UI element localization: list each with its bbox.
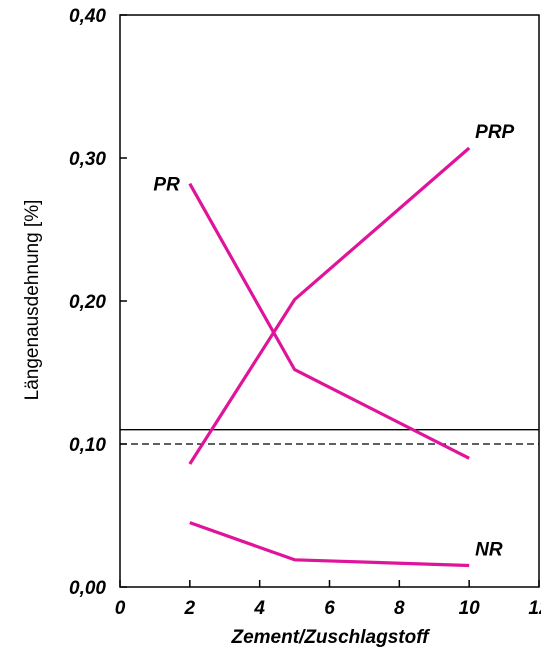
series-line-prp [188,146,471,465]
series-label-nr: NR [475,540,503,561]
x-tick-label: 0 [115,598,126,619]
y-axis-title: Längenausdehnung [%] [22,200,43,401]
x-tick-label: 8 [394,598,405,619]
y-tick-label: 0,10 [69,435,106,456]
x-tick-label: 6 [324,598,335,619]
series-label-pr: PR [153,175,180,196]
series-label-prp: PRP [475,122,514,143]
y-tick-label: 0,40 [69,6,106,27]
x-tick-label: 4 [253,598,265,619]
y-tick-label: 0,20 [69,292,106,313]
y-tick-label: 0,30 [69,149,106,170]
series-line-pr [188,182,470,460]
x-tick-label: 12 [528,598,541,619]
x-tick-label: 2 [184,598,196,619]
y-tick-label: 0,00 [69,578,106,599]
series-line-nr [189,521,470,568]
x-tick-label: 10 [459,598,481,619]
plot-area [119,14,540,588]
x-axis-title: Zement/Zuschlagstoff [230,627,430,648]
